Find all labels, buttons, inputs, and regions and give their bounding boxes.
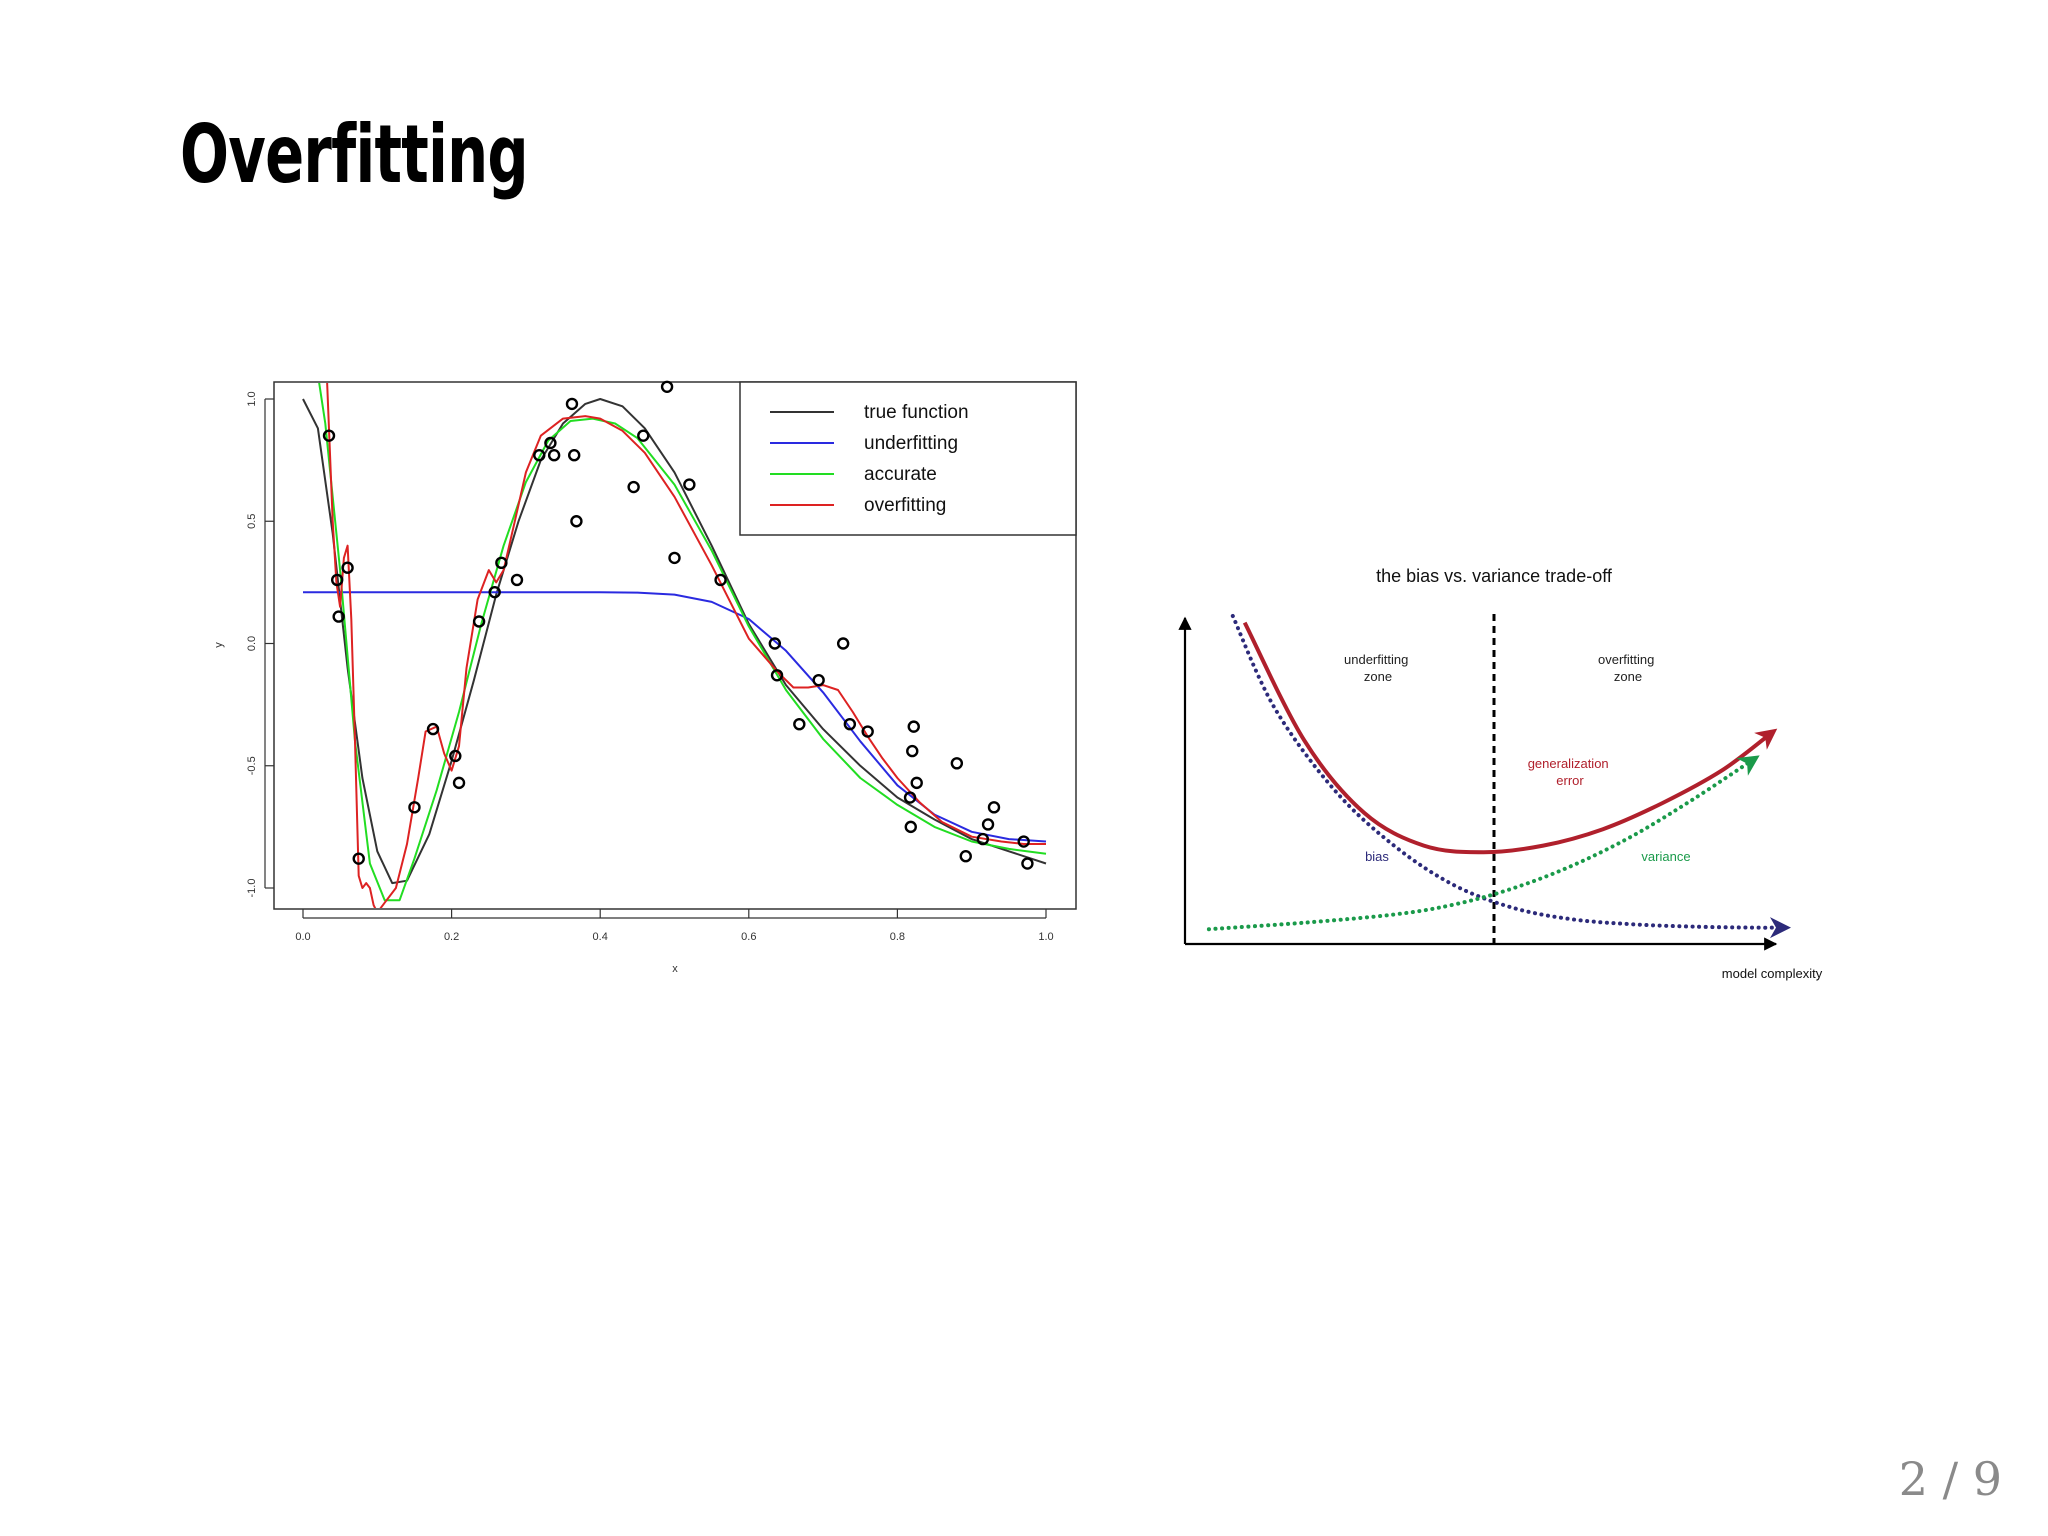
x-tick-label: 0.4 — [593, 931, 608, 943]
data-point — [903, 791, 917, 804]
data-point — [836, 637, 850, 650]
data-point — [472, 615, 486, 628]
generalization-error-label: generalization error — [1528, 756, 1613, 788]
x-tick-label: 0.6 — [741, 931, 756, 943]
data-point — [449, 749, 462, 763]
data-point — [668, 551, 681, 565]
legend-label-underfitting: underfitting — [864, 433, 958, 454]
data-point — [959, 850, 972, 863]
arrowhead-bias — [1770, 917, 1791, 939]
data-point — [426, 722, 440, 736]
underfitting-zone-line-2: zone — [1364, 669, 1392, 684]
overfitting-zone-line-2: zone — [1614, 669, 1642, 684]
legend: true function underfitting accurate overfit… — [739, 381, 1077, 536]
legend-label-accurate: accurate — [864, 464, 937, 485]
data-point — [861, 725, 874, 738]
data-point — [976, 832, 990, 846]
data-point — [627, 480, 640, 494]
data-point — [547, 449, 561, 462]
page-number: 2 / 9 — [1898, 1452, 2002, 1506]
series-line-overfitting — [326, 383, 1046, 908]
x-tick-label: 0.0 — [295, 931, 310, 943]
bias-label: bias — [1365, 849, 1389, 864]
data-point — [408, 801, 421, 814]
data-point — [637, 429, 650, 442]
slide-title: Overfitting — [180, 108, 529, 201]
tradeoff-title: the bias vs. variance trade-off — [1376, 566, 1613, 586]
legend-label-overfitting: overfitting — [864, 495, 946, 516]
data-point — [950, 757, 964, 770]
curve-bias — [1230, 614, 1784, 930]
y-tick-label: 1.0 — [246, 391, 258, 406]
data-point — [495, 556, 508, 570]
variance-label: variance — [1641, 849, 1690, 864]
underfitting-zone-label: underfitting zone — [1344, 652, 1412, 684]
y-axis-label: y — [213, 642, 225, 648]
series-line-true-function — [302, 398, 1047, 885]
y-tick-label: -0.5 — [246, 756, 258, 775]
data-point — [904, 820, 917, 834]
series-line-accurate — [318, 383, 1047, 902]
data-point — [768, 637, 782, 650]
data-point — [843, 717, 857, 731]
y-tick-label: 0.5 — [246, 514, 258, 529]
y-tick-label: 0.0 — [246, 636, 258, 651]
data-point — [906, 744, 919, 758]
x-tick-label: 0.8 — [890, 931, 905, 943]
model-complexity-label: model complexity — [1722, 966, 1823, 981]
data-point — [981, 818, 995, 831]
x-axis-label: x — [672, 963, 678, 975]
data-point — [533, 449, 546, 462]
underfitting-zone-line-1: underfitting — [1344, 652, 1408, 667]
series-line-underfitting — [303, 591, 1047, 843]
arrowhead-generalization-error — [1754, 728, 1778, 750]
data-point — [452, 776, 466, 790]
data-point — [793, 717, 806, 731]
curve-variance — [1206, 758, 1755, 932]
x-tick-label: 0.2 — [444, 931, 459, 943]
data-point — [544, 436, 557, 450]
data-point — [714, 573, 727, 587]
overfitting-zone-label: overfitting zone — [1598, 652, 1658, 684]
data-point — [660, 380, 674, 393]
data-point — [1017, 835, 1030, 848]
data-point — [341, 561, 354, 574]
y-tick-label: -1.0 — [246, 879, 258, 898]
generalization-error-line-2: error — [1556, 773, 1584, 788]
legend-label-true-function: true function — [864, 402, 969, 423]
data-point — [352, 852, 365, 865]
data-point — [812, 673, 825, 687]
data-point — [332, 610, 345, 623]
data-point — [910, 776, 923, 790]
curve-generalization-error — [1242, 621, 1772, 855]
data-point — [1021, 857, 1034, 870]
overfitting-zone-line-1: overfitting — [1598, 652, 1654, 667]
data-point — [907, 720, 920, 733]
data-point — [322, 429, 336, 442]
data-point — [510, 573, 524, 587]
data-point — [683, 478, 696, 491]
legend-box — [739, 381, 1077, 536]
data-point — [770, 669, 784, 682]
data-point — [987, 801, 1001, 814]
data-point — [488, 585, 501, 599]
data-point — [570, 515, 583, 528]
data-point — [330, 573, 344, 587]
data-point — [567, 449, 581, 462]
data-point — [565, 397, 579, 411]
x-tick-label: 1.0 — [1038, 931, 1053, 943]
arrowhead-variance — [1736, 755, 1760, 776]
generalization-error-line-1: generalization — [1528, 756, 1609, 771]
